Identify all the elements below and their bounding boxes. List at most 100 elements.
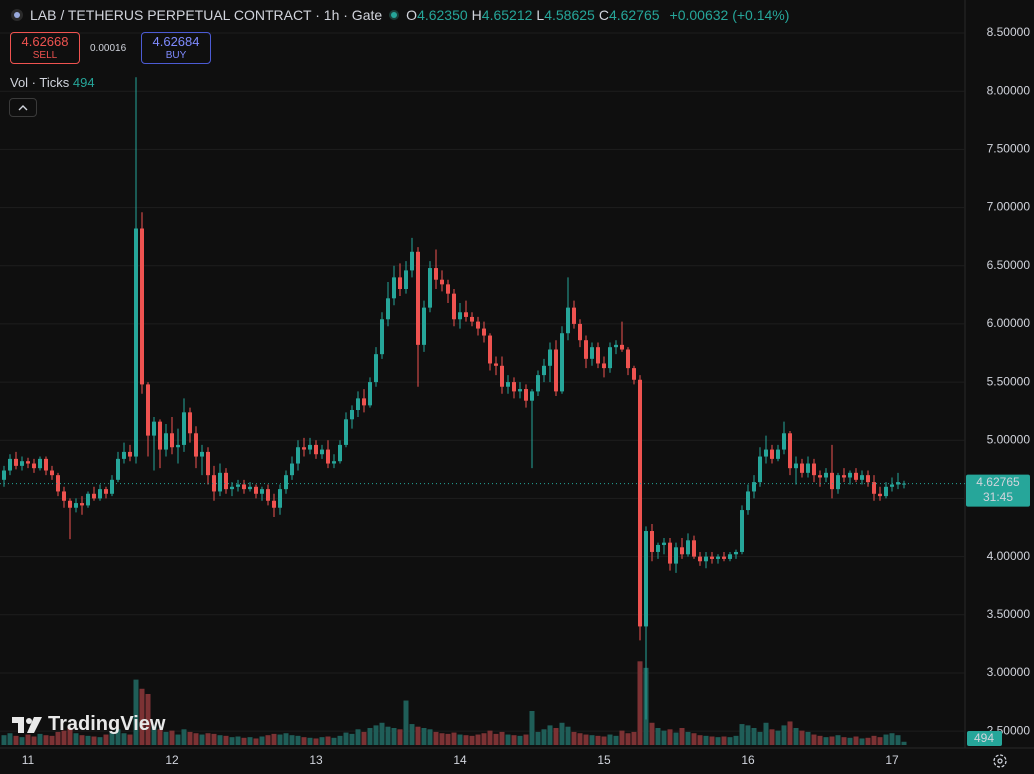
candle-body bbox=[464, 312, 468, 317]
volume-bar bbox=[721, 736, 727, 745]
candle-body bbox=[614, 344, 618, 348]
candle-body bbox=[8, 458, 12, 471]
volume-bar bbox=[547, 725, 553, 745]
volume-bar bbox=[667, 729, 673, 745]
ohlc-key: O bbox=[406, 7, 418, 23]
candle-body bbox=[44, 458, 48, 471]
chevron-icon bbox=[18, 105, 28, 111]
settings-button[interactable] bbox=[993, 754, 1007, 768]
volume-bar bbox=[151, 725, 157, 745]
volume-bar bbox=[535, 731, 541, 745]
candle-body bbox=[2, 470, 6, 480]
volume-value-box bbox=[967, 731, 1002, 746]
volume-bar bbox=[739, 724, 745, 745]
collapse-button[interactable] bbox=[9, 98, 37, 117]
candle-body bbox=[854, 472, 858, 480]
candle-body bbox=[74, 503, 78, 508]
candle-body bbox=[728, 554, 732, 559]
volume-bar bbox=[877, 737, 883, 745]
volume-bar bbox=[661, 730, 667, 745]
volume-bar bbox=[475, 734, 481, 745]
volume-bar bbox=[697, 735, 703, 745]
volume-bar bbox=[769, 729, 775, 745]
y-tick-label: 8.50000 bbox=[987, 25, 1031, 39]
volume-bar bbox=[829, 736, 835, 745]
sell-button[interactable]: 4.62668 SELL bbox=[10, 32, 80, 64]
candle-body bbox=[818, 475, 822, 478]
volume-bar bbox=[793, 728, 799, 745]
last-price-label: 4.62765 bbox=[976, 475, 1020, 489]
volume-bar bbox=[895, 735, 901, 745]
volume-bar bbox=[859, 738, 865, 745]
volume-bar bbox=[391, 728, 397, 745]
candle-body bbox=[242, 484, 246, 490]
last-price-box bbox=[966, 474, 1030, 507]
volume-bar bbox=[307, 737, 313, 745]
volume-bar bbox=[379, 722, 385, 745]
candle-body bbox=[536, 375, 540, 392]
volume-bar bbox=[241, 737, 247, 745]
candle-body bbox=[746, 491, 750, 511]
volume-bar bbox=[193, 733, 199, 745]
candle-body bbox=[170, 433, 174, 448]
volume-bar bbox=[187, 731, 193, 745]
volume-bar bbox=[565, 726, 571, 745]
buy-button[interactable]: 4.62684 BUY bbox=[141, 32, 211, 64]
volume-bar bbox=[631, 731, 637, 745]
volume-bar bbox=[25, 734, 31, 745]
candle-body bbox=[518, 389, 522, 392]
volume-bar bbox=[583, 734, 589, 745]
candle-body bbox=[404, 270, 408, 290]
candle-body bbox=[698, 556, 702, 562]
x-tick-label: 15 bbox=[597, 753, 611, 767]
volume-bar bbox=[847, 737, 853, 745]
volume-bar bbox=[205, 733, 211, 745]
candle-body bbox=[872, 482, 876, 494]
candle-body bbox=[848, 472, 852, 478]
candle-body bbox=[740, 510, 744, 552]
candle-body bbox=[554, 349, 558, 392]
candle-body bbox=[302, 447, 306, 450]
volume-bar bbox=[223, 735, 229, 745]
candle-body bbox=[452, 293, 456, 320]
candle-body bbox=[578, 323, 582, 341]
candle-body bbox=[470, 316, 474, 322]
ohlc-key: L bbox=[536, 7, 545, 23]
volume-bar bbox=[403, 700, 409, 745]
volume-bar bbox=[277, 734, 283, 745]
volume-bar bbox=[853, 736, 859, 745]
candle-body bbox=[560, 333, 564, 392]
volume-bar bbox=[517, 735, 523, 745]
candle-body bbox=[638, 379, 642, 627]
candle-body bbox=[134, 228, 138, 457]
candle-body bbox=[824, 472, 828, 478]
volume-bar bbox=[715, 737, 721, 745]
candle-body bbox=[794, 463, 798, 469]
volume-bar bbox=[823, 737, 829, 745]
volume-bar bbox=[673, 732, 679, 745]
buy-price: 4.62684 bbox=[152, 34, 200, 49]
candle-body bbox=[200, 451, 204, 457]
sell-label: SELL bbox=[32, 50, 58, 61]
volume-bar bbox=[691, 733, 697, 745]
candle-body bbox=[608, 347, 612, 369]
volume-bar bbox=[763, 722, 769, 745]
candle-body bbox=[368, 382, 372, 406]
candle-body bbox=[38, 458, 42, 469]
candle-body bbox=[344, 419, 348, 445]
volume-bar bbox=[319, 737, 325, 745]
volume-bar bbox=[499, 731, 505, 745]
candle-body bbox=[218, 472, 222, 492]
candle-body bbox=[140, 228, 144, 385]
volume-bar bbox=[283, 733, 289, 745]
volume-bar bbox=[163, 731, 169, 745]
volume-bar bbox=[529, 711, 535, 745]
volume-bar bbox=[775, 730, 781, 745]
candle-body bbox=[782, 433, 786, 450]
candle-body bbox=[86, 493, 90, 506]
y-tick-label: 3.50000 bbox=[987, 607, 1031, 621]
candle-body bbox=[548, 349, 552, 366]
volume-bar bbox=[607, 734, 613, 745]
candle-body bbox=[278, 489, 282, 508]
candle-body bbox=[764, 449, 768, 457]
